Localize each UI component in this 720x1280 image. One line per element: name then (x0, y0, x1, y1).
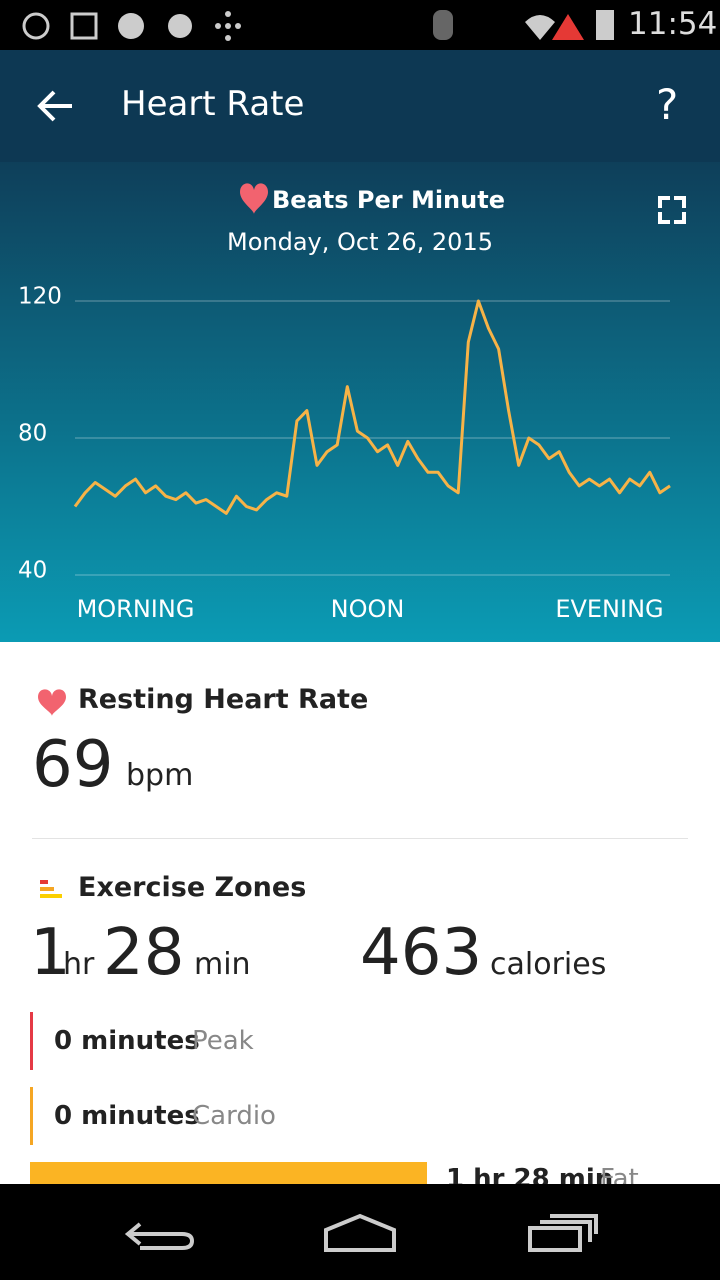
x-tick-label: MORNING (77, 595, 195, 623)
help-button[interactable]: ? (656, 80, 679, 129)
y-tick-label: 120 (18, 284, 62, 310)
y-tick-label: 40 (18, 558, 47, 584)
chart-title: Beats Per Minute (272, 186, 505, 214)
screen-title: Heart Rate (121, 84, 305, 124)
app-bar: Heart Rate ? (0, 50, 720, 162)
zone-name: Peak (192, 1026, 254, 1056)
minutes-value: 28 (103, 916, 185, 990)
calories-value: 463 (360, 916, 483, 990)
zone-name: Cardio (192, 1101, 276, 1131)
zones-title: Exercise Zones (78, 872, 307, 903)
minutes-unit: min (194, 947, 251, 982)
chart: 40 80 120 MORNING NOON EVENING (18, 183, 686, 623)
zones-icon (40, 880, 62, 898)
clock: 11:54 (628, 6, 718, 42)
calories-unit: calories (490, 947, 607, 982)
zone-time: 0 minutes (54, 1026, 200, 1056)
x-tick-label: EVENING (555, 595, 663, 623)
resting-unit: bpm (126, 758, 194, 793)
cardio-bar (30, 1087, 33, 1145)
heart-icon (240, 183, 268, 214)
hours-value: 1 (30, 916, 71, 990)
heart-rate-line (73, 299, 671, 515)
heart-icon (38, 689, 66, 716)
back-key[interactable] (124, 1222, 195, 1250)
home-key[interactable] (324, 1213, 396, 1252)
divider (32, 838, 688, 839)
resting-value: 69 (32, 728, 114, 802)
chart-panel: 40 80 120 MORNING NOON EVENING Beats Per Minu… (0, 162, 720, 642)
recents-key[interactable] (528, 1214, 598, 1252)
nav-icons (124, 1213, 598, 1252)
peak-bar (30, 1012, 33, 1070)
chart-subtitle: Monday, Oct 26, 2015 (226, 228, 493, 256)
fullscreen-button[interactable] (658, 196, 686, 224)
status-icons (22, 10, 614, 41)
status-bar: 11:54 (0, 0, 720, 50)
zone-time: 0 minutes (54, 1101, 200, 1131)
back-button[interactable] (36, 88, 76, 124)
navigation-bar (0, 1184, 720, 1280)
x-tick-label: NOON (331, 595, 405, 623)
y-tick-label: 80 (18, 421, 47, 447)
hours-unit: hr (63, 947, 95, 982)
resting-title: Resting Heart Rate (78, 684, 369, 715)
